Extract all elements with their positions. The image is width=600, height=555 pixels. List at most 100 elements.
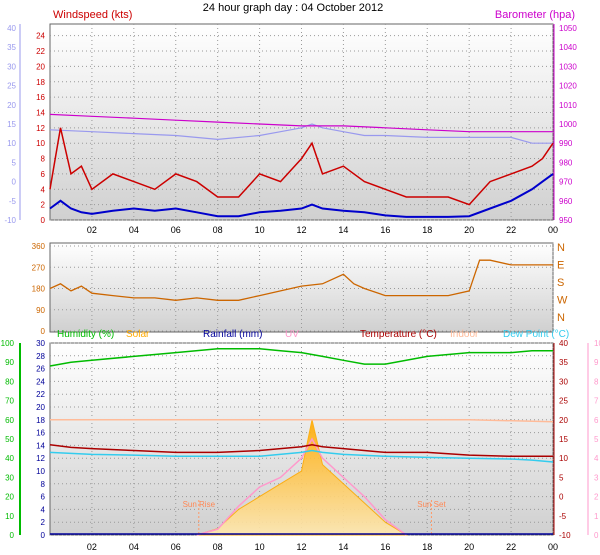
- sun-event-label: Sun Rise: [183, 500, 216, 509]
- rainfall-tick-label: 28: [36, 352, 45, 361]
- rainfall-tick-label: 2: [41, 518, 46, 527]
- temperature-tick-label: 20: [559, 416, 568, 425]
- humidity-tick-label: 80: [5, 377, 14, 386]
- x-tick-label: 14: [338, 225, 348, 235]
- x-tick-label: 16: [380, 225, 390, 235]
- temperature-tick-label: 15: [559, 435, 568, 444]
- windspeed-tick-label: 18: [36, 78, 45, 87]
- pressure-line: [49, 113, 553, 133]
- wind-panel-axes: 024681012141618202224-10-505101520253035…: [4, 24, 577, 235]
- temp-panel-series: Sun Rise Sun Set: [49, 348, 554, 536]
- barometer-axis-title: Barometer (hpa): [495, 9, 575, 21]
- barometer-tick-label: 1030: [559, 62, 577, 71]
- temperature-tick-label: -10: [559, 531, 571, 540]
- windspeed-tick-label: 0: [41, 216, 46, 225]
- windspeed-tick-label: 6: [41, 170, 46, 179]
- temp-scale-tick-label: 25: [7, 82, 16, 91]
- temperature-tick-label: 25: [559, 397, 568, 406]
- legend-item: UV: [285, 329, 299, 340]
- windspeed-tick-label: 4: [41, 185, 46, 194]
- legend-item: Indoor: [450, 329, 479, 340]
- barometer-tick-label: 970: [559, 178, 573, 187]
- rainfall-tick-label: 8: [41, 480, 46, 489]
- direction-panel-grid: [50, 243, 554, 332]
- x-tick-label: 00: [548, 225, 558, 235]
- x-tick-label: 22: [506, 542, 516, 552]
- x-tick-label: 06: [171, 542, 181, 552]
- barometer-tick-label: 1010: [559, 101, 577, 110]
- humidity-line: [49, 348, 553, 367]
- temp-panel-legend: Humidity (%) Solar Rainfall (mm) UV Temperat…: [57, 329, 569, 340]
- uv-tick-label: 6: [594, 416, 599, 425]
- temperature-tick-label: -5: [559, 512, 567, 521]
- temperature-line: [49, 444, 553, 458]
- rainfall-tick-label: 14: [36, 441, 45, 450]
- rainfall-tick-label: 10: [36, 467, 45, 476]
- temp-scale-tick-label: 35: [7, 43, 16, 52]
- temperature-tick-label: 40: [559, 339, 568, 348]
- rainfall-tick-label: 12: [36, 454, 45, 463]
- x-tick-label: 18: [422, 225, 432, 235]
- barometer-tick-label: 980: [559, 158, 573, 167]
- temp-scale-tick-label: -5: [9, 197, 17, 206]
- temp-scale-tick-label: 15: [7, 120, 16, 129]
- windspeed-tick-label: 22: [36, 47, 45, 56]
- sun-event-label: Sun Set: [417, 500, 446, 509]
- uv-tick-label: 1: [594, 512, 599, 521]
- barometer-tick-label: 1020: [559, 82, 577, 91]
- x-tick-label: 08: [213, 542, 223, 552]
- temperature-tick-label: 0: [559, 493, 564, 502]
- uv-tick-label: 4: [594, 454, 599, 463]
- x-tick-label: 04: [129, 542, 139, 552]
- temp-scale-tick-label: 5: [12, 158, 17, 167]
- rainfall-tick-label: 24: [36, 377, 45, 386]
- legend-item: Dew Point (°C): [503, 329, 569, 340]
- humidity-tick-label: 30: [5, 473, 14, 482]
- humidity-tick-label: 10: [5, 512, 14, 521]
- rainfall-tick-label: 30: [36, 339, 45, 348]
- humidity-tick-label: 40: [5, 454, 14, 463]
- compass-letter: W: [557, 295, 568, 307]
- legend-item: Solar: [126, 329, 150, 340]
- x-tick-label: 06: [171, 225, 181, 235]
- barometer-tick-label: 1000: [559, 120, 577, 129]
- legend-item: Rainfall (mm): [203, 329, 262, 340]
- wind-panel-series: [49, 113, 554, 218]
- humidity-tick-label: 90: [5, 358, 14, 367]
- humidity-tick-label: 60: [5, 416, 14, 425]
- compass-letter: S: [557, 277, 564, 289]
- humidity-tick-label: 70: [5, 397, 14, 406]
- temperature-tick-label: 30: [559, 377, 568, 386]
- direction-panel-series: [49, 259, 553, 301]
- rainfall-tick-label: 6: [41, 493, 46, 502]
- uv-tick-label: 10: [594, 339, 600, 348]
- page-title: 24 hour graph day : 04 October 2012: [203, 2, 383, 14]
- windspeed-axis-title: Windspeed (kts): [53, 9, 132, 21]
- temp-panel-axes: 0102030405060708090100024681012141618202…: [1, 339, 600, 552]
- wind-panel-grid: [50, 24, 554, 221]
- uv-tick-label: 0: [594, 531, 599, 540]
- rainfall-tick-label: 20: [36, 403, 45, 412]
- uv-tick-label: 2: [594, 493, 599, 502]
- wind-direction-line: [49, 259, 553, 301]
- wind-gust-line: [49, 127, 554, 206]
- temp-panel-grid: [50, 342, 554, 536]
- rainfall-tick-label: 18: [36, 416, 45, 425]
- wind-average-line: [49, 173, 554, 218]
- compass-letter: E: [557, 260, 564, 272]
- temp-scale-tick-label: 20: [7, 101, 16, 110]
- direction-tick-label: 270: [32, 263, 46, 272]
- windspeed-tick-label: 8: [41, 155, 46, 164]
- uv-tick-label: 9: [594, 358, 599, 367]
- barometer-tick-label: 950: [559, 216, 573, 225]
- humidity-tick-label: 50: [5, 435, 14, 444]
- x-tick-label: 12: [296, 225, 306, 235]
- x-tick-label: 12: [296, 542, 306, 552]
- x-tick-label: 10: [255, 225, 265, 235]
- rainfall-tick-label: 16: [36, 429, 45, 438]
- windspeed-tick-label: 16: [36, 93, 45, 102]
- x-tick-label: 22: [506, 225, 516, 235]
- x-tick-label: 20: [464, 225, 474, 235]
